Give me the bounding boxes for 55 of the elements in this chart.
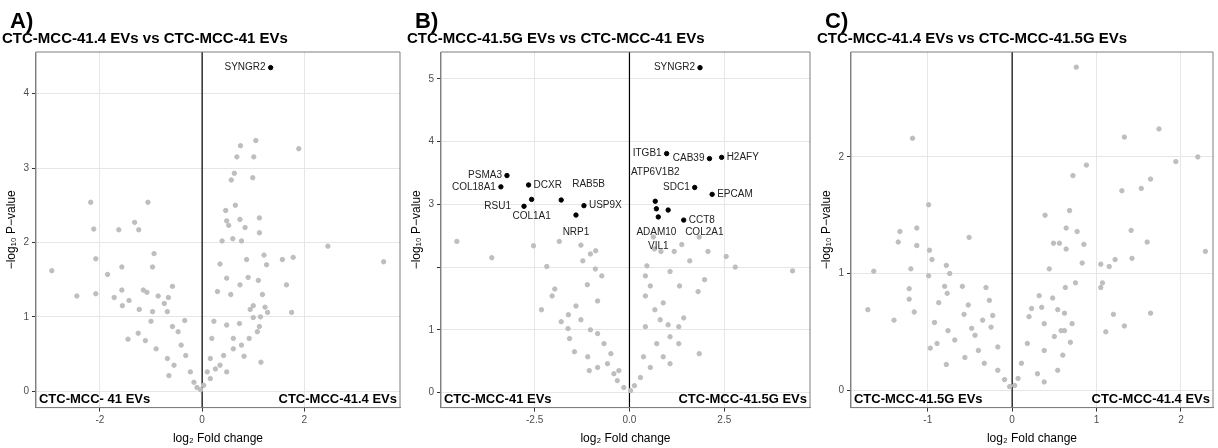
annotation: CTC-MCC-41.5G EVs [853, 390, 983, 406]
x-tick-label: 0.0 [622, 414, 637, 426]
annotation: USP9X [588, 199, 623, 211]
annotation: RAB5B [572, 177, 606, 189]
x-tick-label: -2.5 [526, 414, 544, 426]
y-tick-label: 2 [838, 150, 845, 162]
y-tick-label: 0 [428, 386, 435, 398]
annotation: DCXR [533, 178, 562, 190]
annotation: PSMA3 [468, 169, 503, 181]
annotation: ADAM10 [636, 225, 677, 237]
annotation: CAB39 [672, 152, 705, 164]
annotation: CCT8 [688, 213, 716, 225]
y-tick-label: 4 [428, 135, 435, 147]
x-tick-label: 0 [1009, 414, 1016, 426]
y-tick-label: 0 [23, 384, 30, 396]
annotation: COL1A1 [512, 210, 552, 222]
annotation: VIL1 [648, 239, 670, 251]
annotation: EPCAM [717, 188, 753, 200]
x-axis-title: log₂ Fold change [580, 431, 671, 446]
y-tick-label: 2 [23, 236, 30, 248]
annotation: SYNGR2 [653, 61, 696, 73]
y-tick-label: 0 [838, 383, 845, 395]
annotation: COL18A1 [451, 180, 497, 192]
x-tick-label: 2 [1178, 414, 1185, 426]
y-tick-label: 1 [23, 310, 30, 322]
y-tick-label: 4 [23, 87, 30, 99]
x-axis-title: log₂ Fold change [172, 431, 264, 446]
x-tick-label: 0 [199, 414, 206, 426]
annotation: CTC-MCC- 41 EVs [38, 390, 151, 406]
annotation: H2AFY [726, 151, 760, 163]
annotation: RSU1 [484, 200, 512, 212]
y-tick-label: 3 [23, 161, 30, 173]
x-tick-label: -2 [95, 414, 105, 426]
x-tick-label: -1 [923, 414, 933, 426]
y-tick-label: 1 [428, 323, 435, 335]
annotation: ATP6V1B2 [630, 166, 681, 178]
annotation: COL2A1 [685, 225, 724, 237]
x-tick-label: 1 [1093, 414, 1100, 426]
y-axis-title: −log₁₀ P−value [408, 189, 423, 270]
annotation: CTC-MCC-41.5G EVs [678, 390, 807, 406]
annotation: NRP1 [562, 225, 590, 237]
x-axis-title: log₂ Fold change [986, 431, 1078, 446]
y-axis-title: −log₁₀ P−value [818, 189, 833, 270]
annotation: ITGB1 [632, 147, 663, 159]
annotation: CTC-MCC-41.4 EVs [278, 390, 397, 406]
x-tick-label: 2.5 [717, 414, 732, 426]
x-tick-label: 2 [301, 414, 308, 426]
y-tick-label: 3 [428, 198, 435, 210]
y-tick-label: 1 [838, 267, 845, 279]
annotation: CTC-MCC-41 EVs [443, 390, 552, 406]
y-axis-title: −log₁₀ P−value [3, 189, 18, 270]
annotation: SDC1 [663, 181, 691, 193]
annotation: SYNGR2 [224, 61, 267, 73]
y-tick-label: 5 [428, 72, 435, 84]
annotation: CTC-MCC-41.4 EVs [1091, 390, 1210, 406]
